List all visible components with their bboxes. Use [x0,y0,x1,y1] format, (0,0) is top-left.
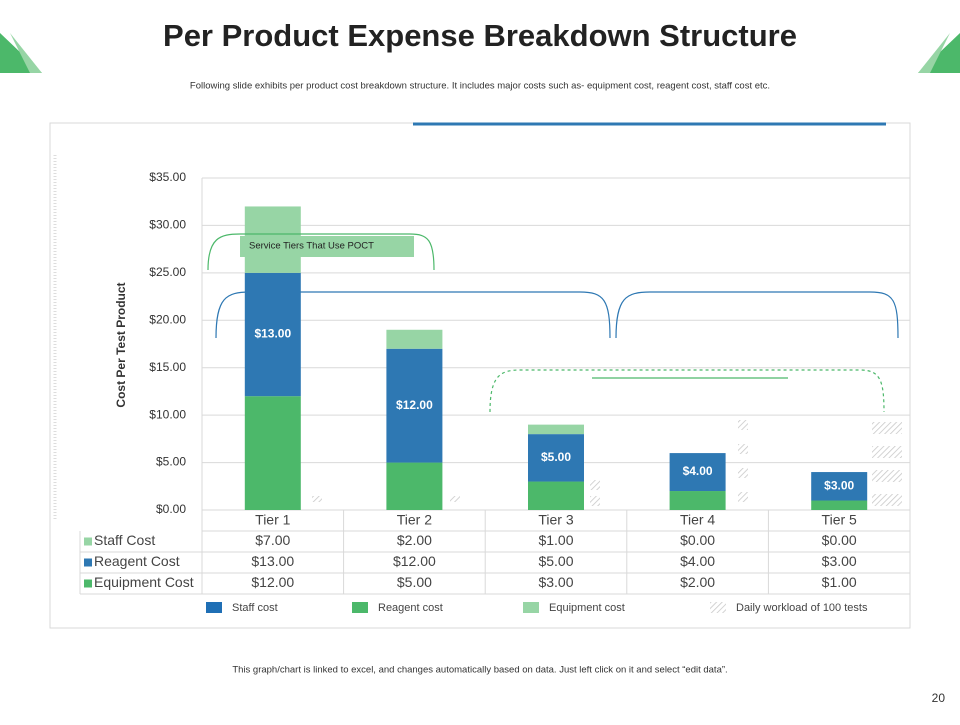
y-tick-label: $0.00 [156,502,186,516]
y-tick-label: $10.00 [149,407,186,421]
plot: $0.00 $5.00 $10.00 $15.00 $20.00 $25.00 $30.00… [79,170,911,595]
corner-decoration [10,33,42,73]
bar-segment [386,348,443,463]
corner-decoration [918,33,950,73]
legend-label: Equipment cost [549,602,625,614]
x-tick-label: Tier 1 [255,512,290,528]
table-cell: $3.00 [822,553,857,569]
x-tick-label: Tier 4 [680,512,715,528]
y-axis-label: Cost Per Test Product [114,282,128,407]
bar-segment [528,434,584,482]
data-label: $5.00 [541,450,571,464]
table-legend-key [84,579,92,588]
data-label: $12.00 [396,398,433,412]
bar-segment [811,472,868,501]
legend-label: Staff cost [232,602,278,614]
table-cell: $1.00 [538,532,573,548]
data-label: $3.00 [824,478,854,492]
legend-label: Reagent cost [378,602,443,614]
table-cell: $2.00 [680,574,715,590]
page-number: 20 [932,691,946,705]
table-cell: $4.00 [680,553,715,569]
table-cell: $0.00 [680,532,715,548]
table-cell: $5.00 [397,574,432,590]
table-cell: $13.00 [251,553,294,569]
workload-hatches [312,420,902,506]
y-tick-label: $35.00 [149,170,186,184]
y-tick-label: $25.00 [149,265,186,279]
y-tick-label: $20.00 [149,312,186,326]
footer-note: This graph/chart is linked to excel, and… [232,665,727,676]
table-cell: $12.00 [251,574,294,590]
legend-key [710,602,726,613]
bar-segment [386,329,443,349]
legend-key [352,602,368,613]
table-legend-key [84,537,92,546]
x-tick-label: Tier 5 [822,512,857,528]
bar-segment [528,424,584,435]
subtitle: Following slide exhibits per product cos… [190,81,770,92]
table-cell: $1.00 [822,574,857,590]
legend-key [523,602,539,613]
table-cell: $12.00 [393,553,436,569]
annotation: Service Tiers That Use POCT [249,241,374,252]
table-row-label: Staff Cost [94,532,155,548]
legend-key [206,602,222,613]
title: Per Product Expense Breakdown Structure [163,18,797,53]
brackets [207,233,899,413]
y-tick-label: $5.00 [156,455,186,469]
y-tick-label: $15.00 [149,360,186,374]
bar-segment [244,396,301,510]
bar-segment [811,500,868,510]
table-cell: $2.00 [397,532,432,548]
table-row-label: Equipment Cost [94,574,194,590]
x-tick-label: Tier 3 [538,512,573,528]
bar-segment [244,272,301,397]
bar-segment [386,462,443,510]
x-tick-label: Tier 2 [397,512,432,528]
table-cell: $5.00 [538,553,573,569]
bar-segment [528,481,584,510]
data-label: $4.00 [683,464,713,478]
table-cell: $0.00 [822,532,857,548]
table-cell: $7.00 [255,532,290,548]
y-tick-label: $30.00 [149,218,186,232]
table-legend-key [84,558,92,567]
table-cell: $3.00 [538,574,573,590]
annotation-box [240,236,414,257]
data-label: $13.00 [254,327,291,341]
table-row-label: Reagent Cost [94,553,180,569]
bar-segment [669,491,726,510]
bar-segment [669,453,726,492]
legend: Staff cost Reagent cost Equipment cost Dail… [206,602,868,614]
legend-label: Daily workload of 100 tests [736,602,868,614]
